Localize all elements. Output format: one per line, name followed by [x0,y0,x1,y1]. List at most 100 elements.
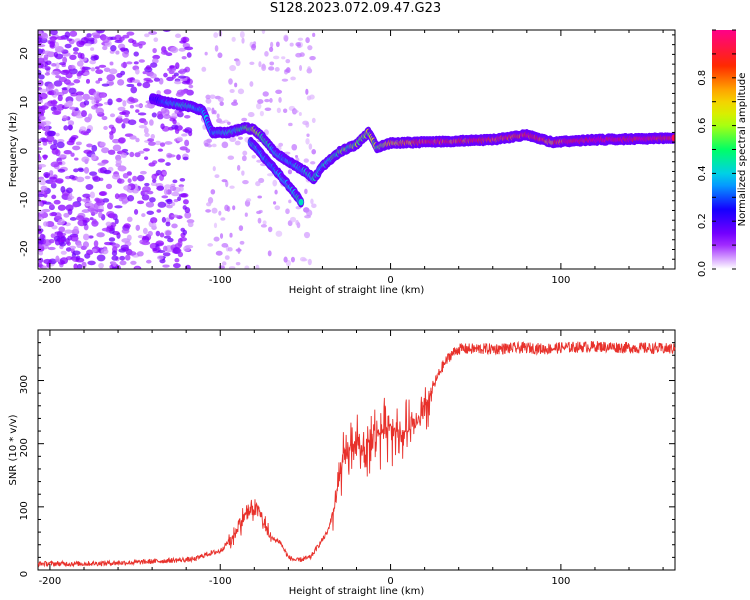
noise-speckle [38,163,47,168]
noise-speckle [136,251,144,257]
noise-speckle [311,203,317,209]
noise-speckle [141,213,146,218]
noise-speckle [290,256,295,263]
noise-speckle [235,261,241,266]
noise-speckle [49,179,56,185]
snr-ytick-label: 200 [19,438,30,457]
noise-speckle [255,264,260,269]
noise-speckle [84,43,92,47]
noise-speckle [237,88,245,95]
noise-speckle [66,100,74,107]
noise-speckle [123,185,132,191]
noise-speckle [186,52,192,58]
noise-speckle [82,217,90,223]
noise-speckle [98,211,103,218]
colorbar-tick-label: 0.0 [697,261,708,277]
noise-speckle [213,32,219,39]
noise-speckle [157,110,163,118]
noise-speckle [49,41,56,48]
noise-speckle [171,214,179,218]
noise-speckle [307,45,313,51]
noise-speckle [67,124,73,131]
noise-speckle [299,52,305,57]
noise-speckle [40,185,48,191]
noise-speckle [87,113,93,120]
noise-speckle [43,171,51,178]
noise-speckle [184,139,190,147]
noise-speckle [68,87,77,95]
noise-speckle [67,197,73,202]
noise-speckle [216,113,220,119]
noise-speckle [151,58,159,64]
noise-speckle [44,125,50,132]
noise-speckle [39,210,45,215]
noise-speckle [73,109,82,116]
noise-speckle [212,166,216,172]
noise-speckle [55,178,64,184]
noise-speckle [73,263,78,269]
noise-speckle [165,162,171,166]
noise-speckle [166,76,174,82]
noise-speckle [186,219,195,224]
noise-speckle [91,105,98,110]
noise-speckle [145,65,152,70]
noise-speckle [98,191,107,196]
noise-speckle [149,119,154,126]
noise-speckle [146,259,152,264]
noise-speckle [64,229,73,234]
noise-speckle [73,51,79,55]
noise-speckle [284,69,290,73]
noise-speckle [68,65,75,70]
spectral-branch [298,198,304,206]
noise-speckle [96,30,105,34]
noise-speckle [114,40,123,44]
noise-speckle [114,34,122,42]
noise-speckle [41,32,49,40]
noise-speckle [77,52,83,59]
noise-speckle [38,225,42,229]
noise-speckle [160,107,167,114]
noise-speckle [229,89,235,94]
noise-speckle [38,200,43,207]
noise-speckle [69,174,75,180]
noise-speckle [184,66,191,73]
spectrogram-ytick-label: 20 [19,47,30,60]
noise-speckle [237,247,241,254]
noise-speckle [112,173,121,180]
noise-speckle [160,123,165,130]
noise-speckle [211,143,217,148]
noise-speckle [81,261,87,269]
noise-speckle [112,261,117,267]
noise-speckle [147,230,153,237]
noise-speckle [219,101,224,106]
noise-speckle [159,142,166,147]
noise-speckle [205,209,212,213]
noise-speckle [107,98,113,106]
noise-speckle [58,76,68,83]
noise-speckle [301,258,308,262]
noise-speckle [258,61,262,68]
noise-speckle [132,175,138,182]
noise-speckle [281,56,286,60]
noise-speckle [144,33,150,38]
noise-speckle [231,36,236,42]
noise-speckle [75,257,85,263]
noise-speckle [173,72,179,77]
noise-speckle [109,68,118,75]
noise-speckle [149,73,157,79]
noise-speckle [75,95,83,102]
noise-speckle [182,205,187,210]
noise-speckle [304,188,308,195]
noise-speckle [169,65,175,69]
noise-speckle [157,148,164,152]
noise-speckle [38,257,44,263]
noise-speckle [69,136,77,141]
noise-speckle [69,54,77,61]
noise-speckle [90,47,95,51]
noise-speckle [98,64,107,68]
noise-speckle [81,66,86,73]
noise-speckle [135,224,141,231]
noise-speckle [128,251,137,256]
noise-speckle [120,62,128,68]
noise-speckle [135,137,140,143]
